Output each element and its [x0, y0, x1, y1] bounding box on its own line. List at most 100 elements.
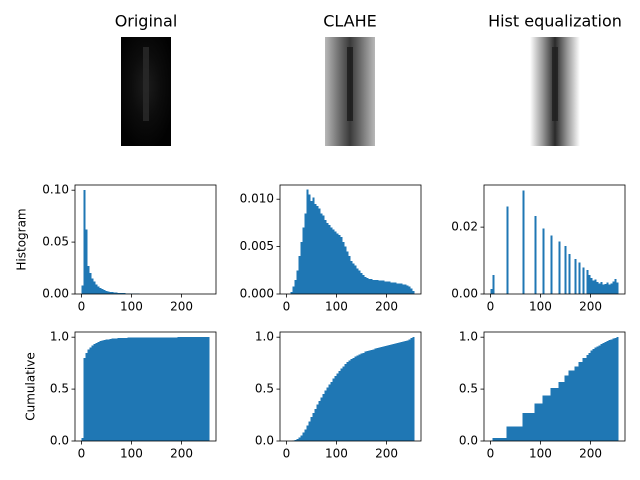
bar: [612, 338, 615, 441]
bar: [117, 292, 120, 294]
bar: [165, 337, 168, 441]
bar: [548, 395, 551, 441]
bar: [91, 278, 94, 294]
bar: [594, 347, 597, 441]
bar: [406, 340, 409, 441]
bar: [189, 337, 192, 441]
bar: [324, 220, 327, 294]
bar: [562, 381, 565, 441]
x-tick-label: 200: [170, 300, 193, 314]
bar: [322, 393, 325, 441]
x-tick-label: 200: [375, 300, 398, 314]
bar: [191, 337, 194, 441]
bar: [131, 337, 134, 441]
bar: [568, 370, 571, 441]
bar: [380, 280, 383, 294]
x-tick-label: 200: [375, 447, 398, 461]
bar: [115, 292, 118, 294]
axes-frame: [74, 331, 217, 442]
bar: [89, 347, 92, 441]
bar: [310, 417, 313, 441]
bar: [504, 437, 507, 441]
bar: [492, 437, 495, 441]
bar: [396, 342, 399, 441]
bar: [119, 338, 122, 441]
x-tick-label: 0: [78, 447, 86, 461]
bar: [308, 194, 311, 294]
bar: [145, 337, 148, 441]
y-tick-label: 0.0: [50, 434, 69, 448]
x-tick-label: 0: [487, 447, 495, 461]
bar: [374, 279, 377, 294]
bar: [590, 277, 593, 294]
bar: [404, 340, 407, 441]
x-tick-label: 100: [120, 447, 143, 461]
bar: [346, 362, 349, 441]
bar: [380, 347, 383, 441]
bar: [113, 292, 116, 294]
bar: [81, 285, 84, 294]
y-tick-label: 0.00: [451, 287, 478, 301]
bar: [95, 342, 98, 441]
bar: [318, 401, 321, 441]
bar: [314, 408, 317, 441]
bar: [340, 237, 343, 294]
bar: [107, 291, 110, 294]
bar: [310, 201, 313, 294]
chart-title: Original: [115, 12, 178, 31]
bar: [600, 281, 603, 294]
bar: [137, 337, 140, 441]
bar: [574, 258, 577, 294]
x-tick-label: 0: [78, 300, 86, 314]
bar: [388, 281, 391, 294]
bar: [368, 350, 371, 441]
bar: [336, 233, 339, 294]
bar: [408, 339, 411, 441]
bar: [502, 437, 505, 441]
bar: [298, 256, 301, 294]
bar: [292, 286, 295, 294]
bar: [520, 426, 523, 441]
bar: [382, 280, 385, 294]
bar: [334, 231, 337, 294]
image-spine: [143, 47, 149, 121]
bar: [117, 338, 120, 441]
bar: [566, 375, 569, 441]
bar: [606, 340, 609, 441]
bar: [332, 229, 335, 294]
y-tick-label: 0.10: [42, 183, 69, 197]
bar: [362, 352, 365, 441]
bar: [308, 421, 311, 441]
bar: [600, 343, 603, 441]
bar: [366, 351, 369, 441]
bar: [352, 263, 355, 294]
x-tick-label: 0: [283, 447, 291, 461]
bar: [376, 348, 379, 441]
bar: [412, 291, 415, 294]
bar: [338, 235, 341, 294]
bar: [83, 357, 86, 441]
bar: [328, 224, 331, 294]
bar: [159, 337, 162, 441]
bar: [326, 387, 329, 441]
axes-frame: [279, 184, 422, 295]
bar: [388, 344, 391, 441]
bar: [193, 337, 196, 441]
bar: [109, 338, 112, 441]
bar: [312, 197, 315, 294]
bar: [181, 337, 184, 441]
x-tick-label: 0: [487, 300, 495, 314]
y-tick-label: 0.000: [240, 287, 274, 301]
bar: [348, 256, 351, 294]
bar: [580, 362, 583, 441]
x-tick-label: 100: [529, 447, 552, 461]
bar: [598, 283, 601, 294]
bar: [384, 346, 387, 441]
x-tick-label: 0: [283, 300, 291, 314]
bar: [394, 343, 397, 441]
bar: [534, 403, 537, 441]
y-tick-label: 1.0: [50, 330, 69, 344]
bar: [322, 215, 325, 294]
bar: [540, 403, 543, 441]
bar: [89, 273, 92, 294]
